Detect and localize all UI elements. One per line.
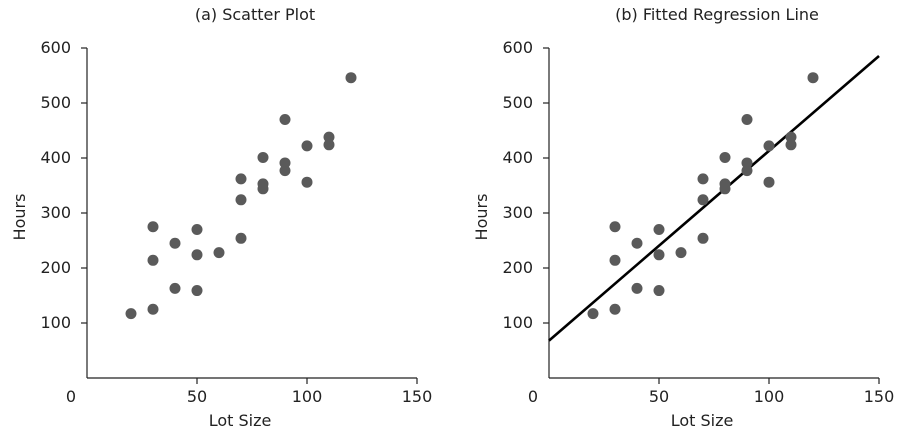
- y-tick-label: 600: [40, 38, 71, 57]
- data-point: [785, 131, 797, 143]
- data-point: [763, 176, 775, 188]
- y-axis-title: Hours: [472, 194, 491, 241]
- x-tick-label: 150: [402, 387, 433, 406]
- panel-title: (b) Fitted Regression Line: [615, 5, 819, 24]
- data-point: [235, 232, 247, 244]
- data-point: [213, 247, 225, 259]
- data-point: [719, 178, 731, 190]
- data-point: [301, 176, 313, 188]
- data-point: [279, 165, 291, 177]
- data-point: [719, 151, 731, 163]
- data-point: [279, 114, 291, 125]
- x-tick-label: 0: [528, 387, 538, 406]
- data-point: [587, 308, 599, 320]
- data-point: [697, 173, 709, 185]
- data-point: [653, 224, 665, 235]
- data-point: [147, 303, 159, 315]
- data-point: [631, 282, 643, 294]
- data-point: [609, 254, 621, 266]
- data-point: [741, 165, 753, 177]
- data-point: [609, 303, 621, 315]
- x-axis-title: Lot Size: [209, 411, 272, 430]
- data-point: [697, 232, 709, 244]
- data-point: [191, 224, 203, 235]
- data-point: [191, 285, 203, 297]
- data-point: [235, 173, 247, 185]
- data-point: [345, 72, 357, 84]
- data-point: [785, 139, 797, 151]
- data-point: [257, 151, 269, 163]
- data-point: [697, 194, 709, 206]
- data-point: [235, 194, 247, 206]
- y-axis-title: Hours: [10, 194, 29, 241]
- data-point: [257, 178, 269, 190]
- y-tick-label: 100: [502, 313, 533, 332]
- data-point: [147, 221, 159, 233]
- y-tick-label: 200: [502, 258, 533, 277]
- data-point: [653, 249, 665, 261]
- data-point: [609, 221, 621, 233]
- data-point: [169, 282, 181, 294]
- data-point: [147, 254, 159, 266]
- fitted-regression-panel: (b) Fitted Regression Line 100 200 300 400 50…: [472, 5, 894, 430]
- y-tick-label: 500: [502, 93, 533, 112]
- x-tick-label: 100: [292, 387, 323, 406]
- scatter-plot-panel: (a) Scatter Plot 100 200 300 400 500 600 0 50 100…: [10, 5, 432, 430]
- y-tick-label: 500: [40, 93, 71, 112]
- y-tick-label: 600: [502, 38, 533, 57]
- data-point: [301, 140, 313, 152]
- data-point: [631, 237, 643, 249]
- x-tick-label: 0: [66, 387, 76, 406]
- x-axis-title: Lot Size: [671, 411, 734, 430]
- data-point: [169, 237, 181, 249]
- regression-line: [548, 54, 880, 342]
- data-point: [807, 72, 819, 84]
- y-tick-label: 300: [40, 203, 71, 222]
- x-tick-label: 50: [187, 387, 207, 406]
- y-tick-label: 400: [502, 148, 533, 167]
- y-tick-label: 400: [40, 148, 71, 167]
- data-point: [741, 157, 753, 169]
- data-point: [675, 247, 687, 259]
- data-point: [741, 114, 753, 125]
- y-tick-label: 100: [40, 313, 71, 332]
- y-tick-label: 300: [502, 203, 533, 222]
- panel-title: (a) Scatter Plot: [195, 5, 315, 24]
- x-tick-label: 100: [754, 387, 785, 406]
- data-point: [653, 285, 665, 297]
- data-point: [323, 139, 335, 151]
- y-tick-label: 200: [40, 258, 71, 277]
- data-point: [191, 249, 203, 261]
- data-point: [279, 157, 291, 169]
- x-tick-label: 150: [864, 387, 895, 406]
- data-point: [323, 131, 335, 143]
- data-point: [125, 308, 137, 320]
- data-point: [763, 140, 775, 152]
- x-tick-label: 50: [649, 387, 669, 406]
